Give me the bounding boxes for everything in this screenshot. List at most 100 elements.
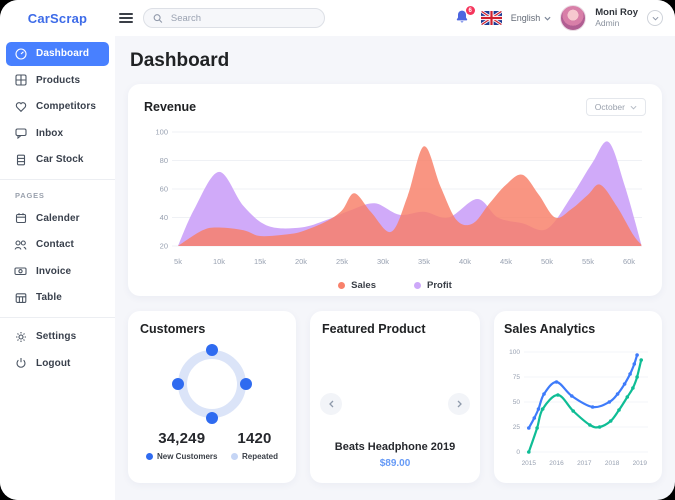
legend-label: Profit xyxy=(427,279,452,291)
new-customers-label: New Customers xyxy=(157,452,218,461)
svg-text:50: 50 xyxy=(513,399,521,406)
sidebar-item-label: Competitors xyxy=(36,101,96,112)
sidebar-item-logout[interactable]: Logout xyxy=(6,351,109,375)
user-info: Moni Roy Admin xyxy=(595,6,638,29)
svg-text:10k: 10k xyxy=(213,257,225,266)
table-icon xyxy=(14,291,27,304)
svg-text:55k: 55k xyxy=(582,257,594,266)
profit-legend-dot xyxy=(414,281,421,289)
product-name: Beats Headphone 2019 xyxy=(334,441,456,453)
sidebar-item-label: Invoice xyxy=(36,265,72,277)
banknote-icon xyxy=(14,265,27,278)
sidebar: Dashboard Products Competitors Inbox Car… xyxy=(0,36,115,500)
search-icon xyxy=(153,13,163,23)
sidebar-divider xyxy=(0,316,115,318)
donut-ring xyxy=(178,350,246,418)
notifications-button[interactable]: 6 xyxy=(454,6,475,27)
repeated-dot xyxy=(230,453,238,460)
language-selector[interactable]: English xyxy=(511,13,552,23)
sidebar-item-settings[interactable]: Settings xyxy=(6,325,109,349)
sidebar-item-invoice[interactable]: Invoice xyxy=(6,259,109,283)
sidebar-divider xyxy=(0,178,115,180)
carousel-prev-button[interactable] xyxy=(320,393,342,415)
revenue-area-chart: 20 40 60 80 100 5k 10k 15k 20k 25k 30k 35k 40k 45k 50k… xyxy=(155,128,642,266)
sidebar-item-competitors[interactable]: Competitors xyxy=(6,95,109,119)
donut-marker xyxy=(206,412,218,424)
svg-text:25k: 25k xyxy=(336,257,348,266)
svg-text:30k: 30k xyxy=(377,257,389,266)
sidebar-item-label: Table xyxy=(36,292,62,303)
stack-icon xyxy=(14,153,27,166)
svg-text:35k: 35k xyxy=(418,257,430,266)
svg-text:5k: 5k xyxy=(174,257,182,266)
topbar: CarScrap 6 xyxy=(0,0,675,36)
people-icon xyxy=(14,238,27,251)
featured-title: Featured Product xyxy=(322,322,426,336)
uk-flag-icon[interactable] xyxy=(480,11,502,25)
sidebar-item-label: Logout xyxy=(36,357,71,369)
sidebar-item-calender[interactable]: Calender xyxy=(6,206,109,230)
svg-text:50k: 50k xyxy=(541,257,553,266)
analytics-title: Sales Analytics xyxy=(504,322,596,336)
sales-analytics-line-chart: 0 25 50 75 100 2015 2016 2017 2018 2019 xyxy=(509,349,648,467)
customers-title: Customers xyxy=(140,322,206,336)
svg-text:45k: 45k xyxy=(500,257,512,266)
svg-text:2019: 2019 xyxy=(633,460,648,467)
app-logo: CarScrap xyxy=(27,10,88,26)
carousel-next-button[interactable] xyxy=(448,393,470,415)
repeated-value: 1420 xyxy=(237,430,272,447)
sidebar-item-products[interactable]: Products xyxy=(6,68,109,92)
svg-text:20: 20 xyxy=(160,242,168,251)
sidebar-item-inbox[interactable]: Inbox xyxy=(6,121,109,145)
sidebar-item-label: Products xyxy=(36,74,81,86)
revenue-title: Revenue xyxy=(144,100,197,114)
bottom-cards-row: Customers 34,249 New Customers xyxy=(128,311,662,483)
donut-marker xyxy=(206,344,218,356)
product-price: $89.00 xyxy=(379,458,411,469)
donut-marker xyxy=(172,378,184,390)
sales-legend-dot xyxy=(338,281,346,289)
new-customers-stat: 34,249 New Customers xyxy=(146,430,217,461)
svg-text:60: 60 xyxy=(160,185,168,194)
new-customers-value: 34,249 xyxy=(158,430,206,447)
menu-toggle-icon[interactable] xyxy=(119,13,133,23)
revenue-legend: Sales Profit xyxy=(144,275,646,295)
customers-donut-chart xyxy=(172,344,252,424)
user-role: Admin xyxy=(595,17,620,28)
sales-analytics-card: Sales Analytics 0 25 50 75 100 2015 2016 2017 20… xyxy=(494,311,662,483)
calendar-icon xyxy=(14,212,27,225)
svg-text:2017: 2017 xyxy=(577,460,592,467)
user-menu-button[interactable] xyxy=(647,10,663,26)
svg-text:100: 100 xyxy=(155,128,168,137)
svg-text:75: 75 xyxy=(513,374,521,381)
sidebar-item-car-stock[interactable]: Car Stock xyxy=(6,148,109,172)
svg-text:60k: 60k xyxy=(623,257,635,266)
svg-text:100: 100 xyxy=(509,349,520,356)
customers-card: Customers 34,249 New Customers xyxy=(128,311,296,483)
avatar[interactable] xyxy=(560,5,587,31)
grid-icon xyxy=(14,74,27,87)
sidebar-item-label: Inbox xyxy=(36,127,64,139)
search-input[interactable] xyxy=(168,11,315,25)
sidebar-item-label: Car Stock xyxy=(36,154,84,165)
chevron-left-icon xyxy=(328,400,333,408)
bell-icon xyxy=(456,10,467,23)
period-dropdown[interactable]: October xyxy=(585,98,646,116)
sidebar-section-label: PAGES xyxy=(15,190,45,200)
period-dropdown-label: October xyxy=(594,102,625,112)
legend-item-sales[interactable]: Sales xyxy=(338,280,376,291)
chat-icon xyxy=(14,127,27,140)
user-name: Moni Roy xyxy=(595,6,638,18)
svg-text:25: 25 xyxy=(513,424,521,431)
search-box[interactable] xyxy=(143,8,325,28)
svg-text:20k: 20k xyxy=(295,257,307,266)
sidebar-item-label: Dashboard xyxy=(36,48,90,59)
donut-marker xyxy=(240,378,252,390)
svg-text:2018: 2018 xyxy=(605,460,620,467)
main-content: Dashboard Revenue October 20 40 60 80 100 5k 1… xyxy=(115,36,675,500)
speedometer-icon xyxy=(14,47,27,60)
sidebar-item-dashboard[interactable]: Dashboard xyxy=(6,41,109,66)
legend-item-profit[interactable]: Profit xyxy=(414,280,452,291)
sidebar-item-contact[interactable]: Contact xyxy=(6,233,109,257)
sidebar-item-table[interactable]: Table xyxy=(6,286,109,310)
